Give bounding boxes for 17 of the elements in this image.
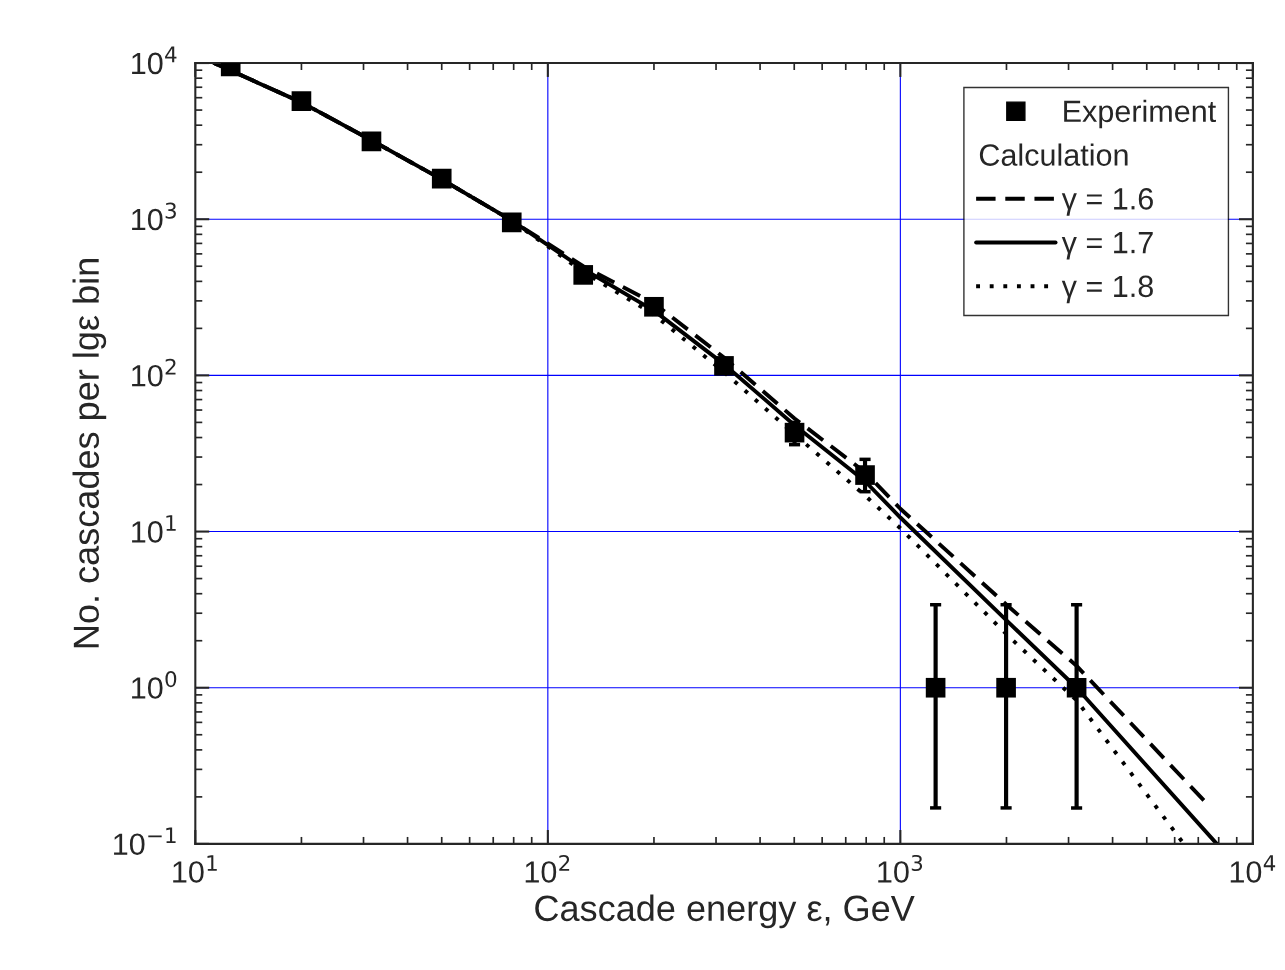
legend-label: γ = 1.8 [1061,275,1153,304]
y-tick-label: 10$^{0}$ [132,671,177,699]
x-tick-label: 10$^{2}$ [525,854,570,883]
legend-label: γ = 1.7 [1061,232,1153,260]
legend-label: Experiment [1064,99,1216,129]
annotation: Calculation [979,143,1128,166]
legend-label: γ = 1.6 [1061,188,1153,216]
y-tick-label: 10$^{−1}$ [114,827,176,856]
x-tick-label: 10$^{3}$ [878,854,923,883]
y-tick-label: 10$^{4}$ [132,46,177,75]
x-tick-label: 10$^{4}$ [1230,855,1276,883]
y-tick-label: 10$^{1}$ [132,515,176,543]
y-axis-title: No. cascades per lgε bin [72,259,107,648]
x-axis-title: Cascade energy ε, GeV [535,894,915,929]
x-tick-label: 10$^{1}$ [173,855,217,883]
y-tick-label: 10$^{2}$ [132,358,176,387]
y-tick-label: 10$^{3}$ [132,202,176,231]
